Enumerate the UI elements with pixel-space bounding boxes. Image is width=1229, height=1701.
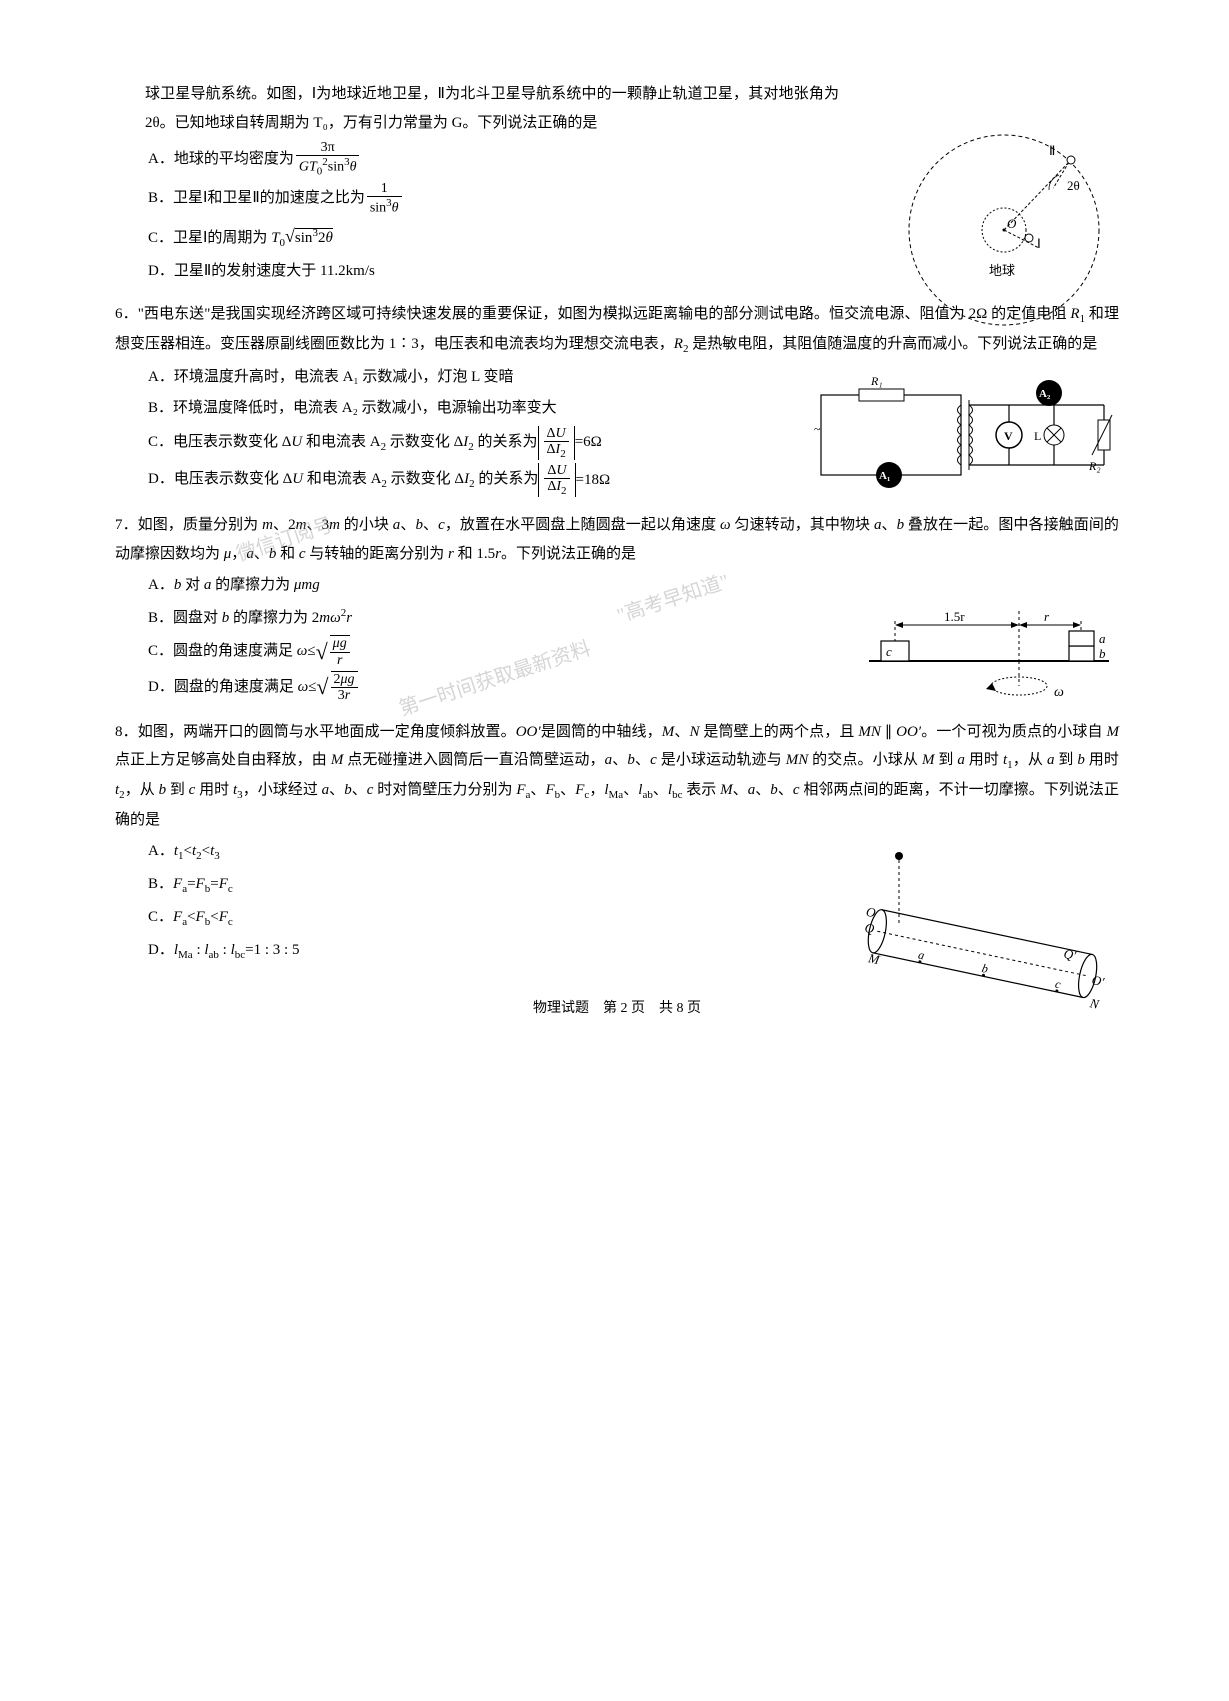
svg-text:ω: ω (1054, 685, 1064, 700)
q7-diagram: c a b 1.5r r ω (859, 601, 1119, 721)
svg-text:O′: O′ (1090, 972, 1105, 989)
svg-text:a: a (917, 947, 926, 962)
question-5: Ⅱ 2θ O Ⅰ 地球 球卫星导航系统。如图，Ⅰ为地球近地卫星，Ⅱ为北斗卫星导航… (115, 80, 1119, 286)
q5-optD: D．卫星Ⅱ的发射速度大于 11.2km/s (115, 257, 839, 286)
svg-text:c: c (886, 644, 892, 659)
label-earth: 地球 (989, 263, 1015, 278)
q8-intro: 8．如图，两端开口的圆筒与水平地面成一定角度倾斜放置。OO′是圆筒的中轴线，M、… (115, 718, 1119, 835)
q7-optA: A．b 对 a 的摩擦力为 μmg (115, 571, 839, 600)
q7-optC: C．圆盘的角速度满足 ω≤ √μgr (115, 635, 839, 668)
svg-text:Q′: Q′ (1062, 945, 1077, 962)
q5-diagram: Ⅱ 2θ O Ⅰ 地球 (889, 120, 1119, 330)
svg-text:a: a (1099, 631, 1106, 646)
svg-text:L: L (1034, 429, 1041, 443)
svg-text:N: N (1088, 995, 1102, 1012)
q7-optD: D．圆盘的角速度满足 ω≤ √2μg3r (115, 671, 839, 704)
q8-optB: B．Fa=Fb=Fc (115, 870, 799, 900)
svg-text:r: r (1044, 609, 1050, 624)
q8-optD: D．lMa : lab : lbc=1 : 3 : 5 (115, 936, 799, 966)
svg-text:b: b (981, 961, 990, 976)
q5-optB: B．卫星Ⅰ和卫星Ⅱ的加速度之比为 1sin3θ (115, 181, 839, 216)
question-7: 微信订阅号 c a b 1.5r r (115, 511, 1119, 704)
question-6: ~ R₁ A₁ A₂ V (115, 300, 1119, 497)
svg-text:1.5r: 1.5r (944, 609, 965, 624)
q5-intro: 球卫星导航系统。如图，Ⅰ为地球近地卫星，Ⅱ为北斗卫星导航系统中的一颗静止轨道卫星… (115, 80, 839, 137)
label-II: Ⅱ (1049, 143, 1055, 158)
svg-text:M: M (866, 950, 882, 967)
q8-optA: A．t1<t2<t3 (115, 837, 799, 867)
svg-text:V: V (1004, 429, 1013, 443)
label-O: O (1007, 216, 1017, 231)
question-8: O M Q′ O′ N Q a b c 8．如图，两端开口的圆筒与水平地面成一定… (115, 718, 1119, 966)
q6-optB: B．环境温度降低时，电流表 A₂ 示数减小，电源输出功率变大 (115, 394, 799, 423)
q5-optA: A．地球的平均密度为 3πGT02sin3θ (115, 140, 839, 178)
svg-text:~: ~ (814, 422, 821, 436)
q6-optA: A．环境温度升高时，电流表 A₁ 示数减小，灯泡 L 变暗 (115, 363, 799, 392)
q7-intro: 7．如图，质量分别为 m、2m、3m 的小块 a、b、c，放置在水平圆盘上随圆盘… (115, 511, 1119, 568)
svg-text:b: b (1099, 646, 1106, 661)
label-angle: 2θ (1067, 178, 1080, 193)
q6-optD: D．电压表示数变化 ΔU 和电流表 A2 示数变化 ΔI2 的关系为 ΔUΔI2… (115, 463, 1119, 497)
q6-intro: 6．"西电东送"是我国实现经济跨区域可持续快速发展的重要保证，如图为模拟远距离输… (115, 300, 1119, 360)
q8-optC: C．Fa<Fb<Fc (115, 903, 799, 933)
label-I: Ⅰ (1037, 236, 1041, 251)
svg-text:R₁: R₁ (870, 375, 883, 388)
svg-text:A₂: A₂ (1039, 388, 1051, 400)
q7-optB: B．圆盘对 b 的摩擦力为 2mω2r (115, 603, 839, 633)
svg-text:c: c (1054, 976, 1063, 991)
q5-optC: C．卫星Ⅰ的周期为 T0√sin32θ (115, 219, 839, 254)
q8-diagram: O M Q′ O′ N Q a b c (819, 848, 1119, 1018)
